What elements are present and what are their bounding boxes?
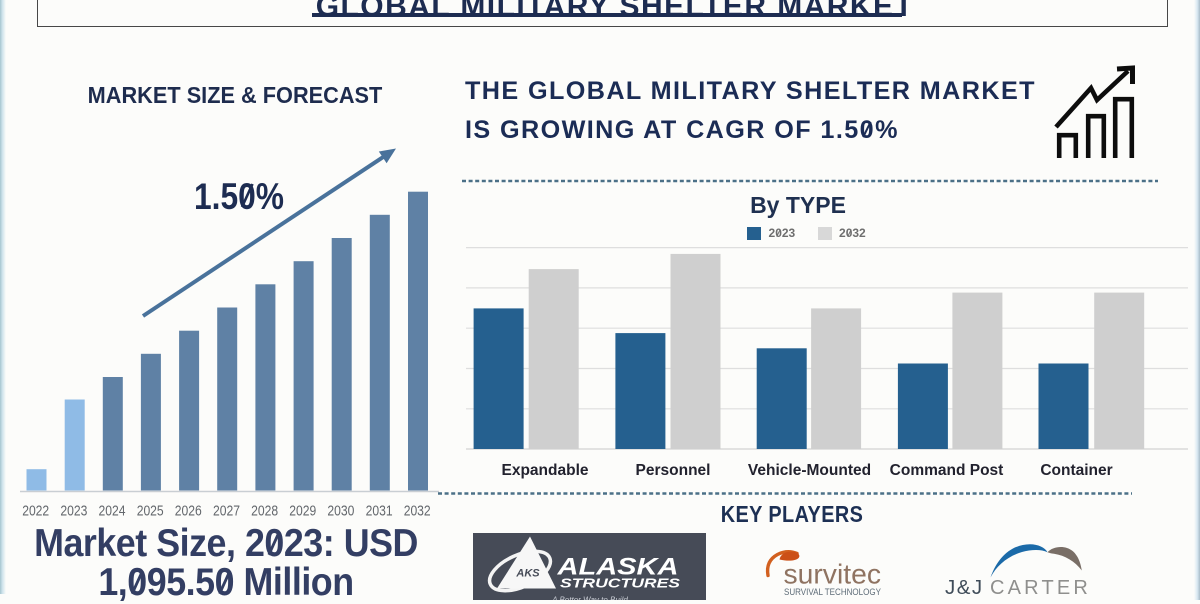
svg-text:2031: 2031 xyxy=(366,504,393,520)
svg-text:SURVIVAL TECHNOLOGY: SURVIVAL TECHNOLOGY xyxy=(784,587,881,597)
svg-text:2027: 2027 xyxy=(213,504,240,520)
svg-text:A Better Way to Build: A Better Way to Build xyxy=(551,596,628,601)
svg-text:survitec: survitec xyxy=(784,559,882,590)
svg-text:AKS: AKS xyxy=(515,568,540,580)
svg-text:2022: 2022 xyxy=(22,504,49,520)
svg-text:STRUCTURES: STRUCTURES xyxy=(560,576,680,591)
svg-text:2025: 2025 xyxy=(137,504,164,520)
svg-text:CARTER: CARTER xyxy=(990,577,1090,597)
svg-text:2023: 2023 xyxy=(60,504,87,520)
svg-text:2028: 2028 xyxy=(251,504,278,520)
svg-text:2030: 2030 xyxy=(327,504,354,520)
svg-text:ALASKA: ALASKA xyxy=(556,554,678,581)
svg-text:J&J: J&J xyxy=(945,576,984,597)
svg-text:2026: 2026 xyxy=(175,504,202,520)
svg-text:2032: 2032 xyxy=(404,504,431,520)
svg-text:2024: 2024 xyxy=(99,504,126,520)
svg-text:2029: 2029 xyxy=(289,504,316,520)
svg-text:1.50%: 1.50% xyxy=(194,176,284,217)
